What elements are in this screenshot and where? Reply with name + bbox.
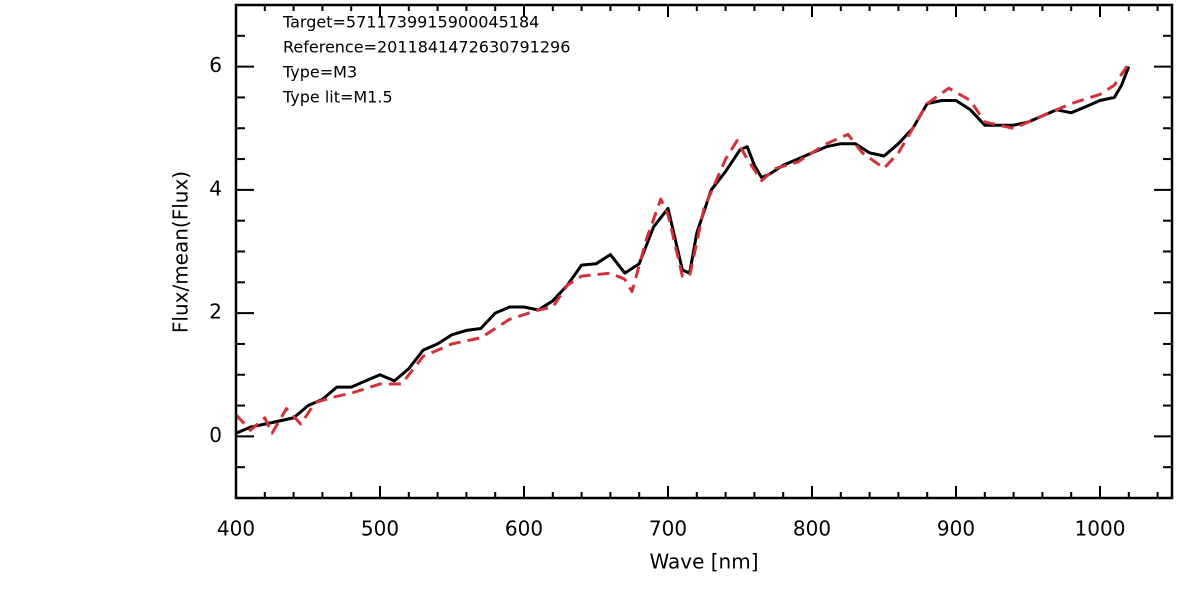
y-tick-label: 0 [209, 423, 222, 447]
y-tick-label: 2 [209, 300, 222, 324]
x-tick-label: 400 [217, 517, 255, 541]
x-tick-label: 700 [649, 517, 687, 541]
x-tick-label: 500 [361, 517, 399, 541]
x-axis-label: Wave [nm] [649, 550, 758, 574]
annotation: Type lit=M1.5 [282, 88, 393, 107]
x-tick-label: 900 [937, 517, 975, 541]
annotation: Type=M3 [282, 63, 357, 82]
annotation: Target=5711739915900045184 [282, 13, 539, 32]
series-line [235, 66, 1131, 435]
x-tick-label: 600 [505, 517, 543, 541]
y-tick-label: 6 [209, 53, 222, 77]
x-tick-label: 800 [793, 517, 831, 541]
series-line [234, 62, 1131, 435]
y-tick-label: 4 [209, 176, 222, 200]
annotation: Reference=2011841472630791296 [283, 38, 570, 57]
y-axis-label: Flux/mean(Flux) [169, 171, 193, 333]
plot-frame [234, 3, 1174, 500]
x-tick-label: 1000 [1075, 517, 1126, 541]
